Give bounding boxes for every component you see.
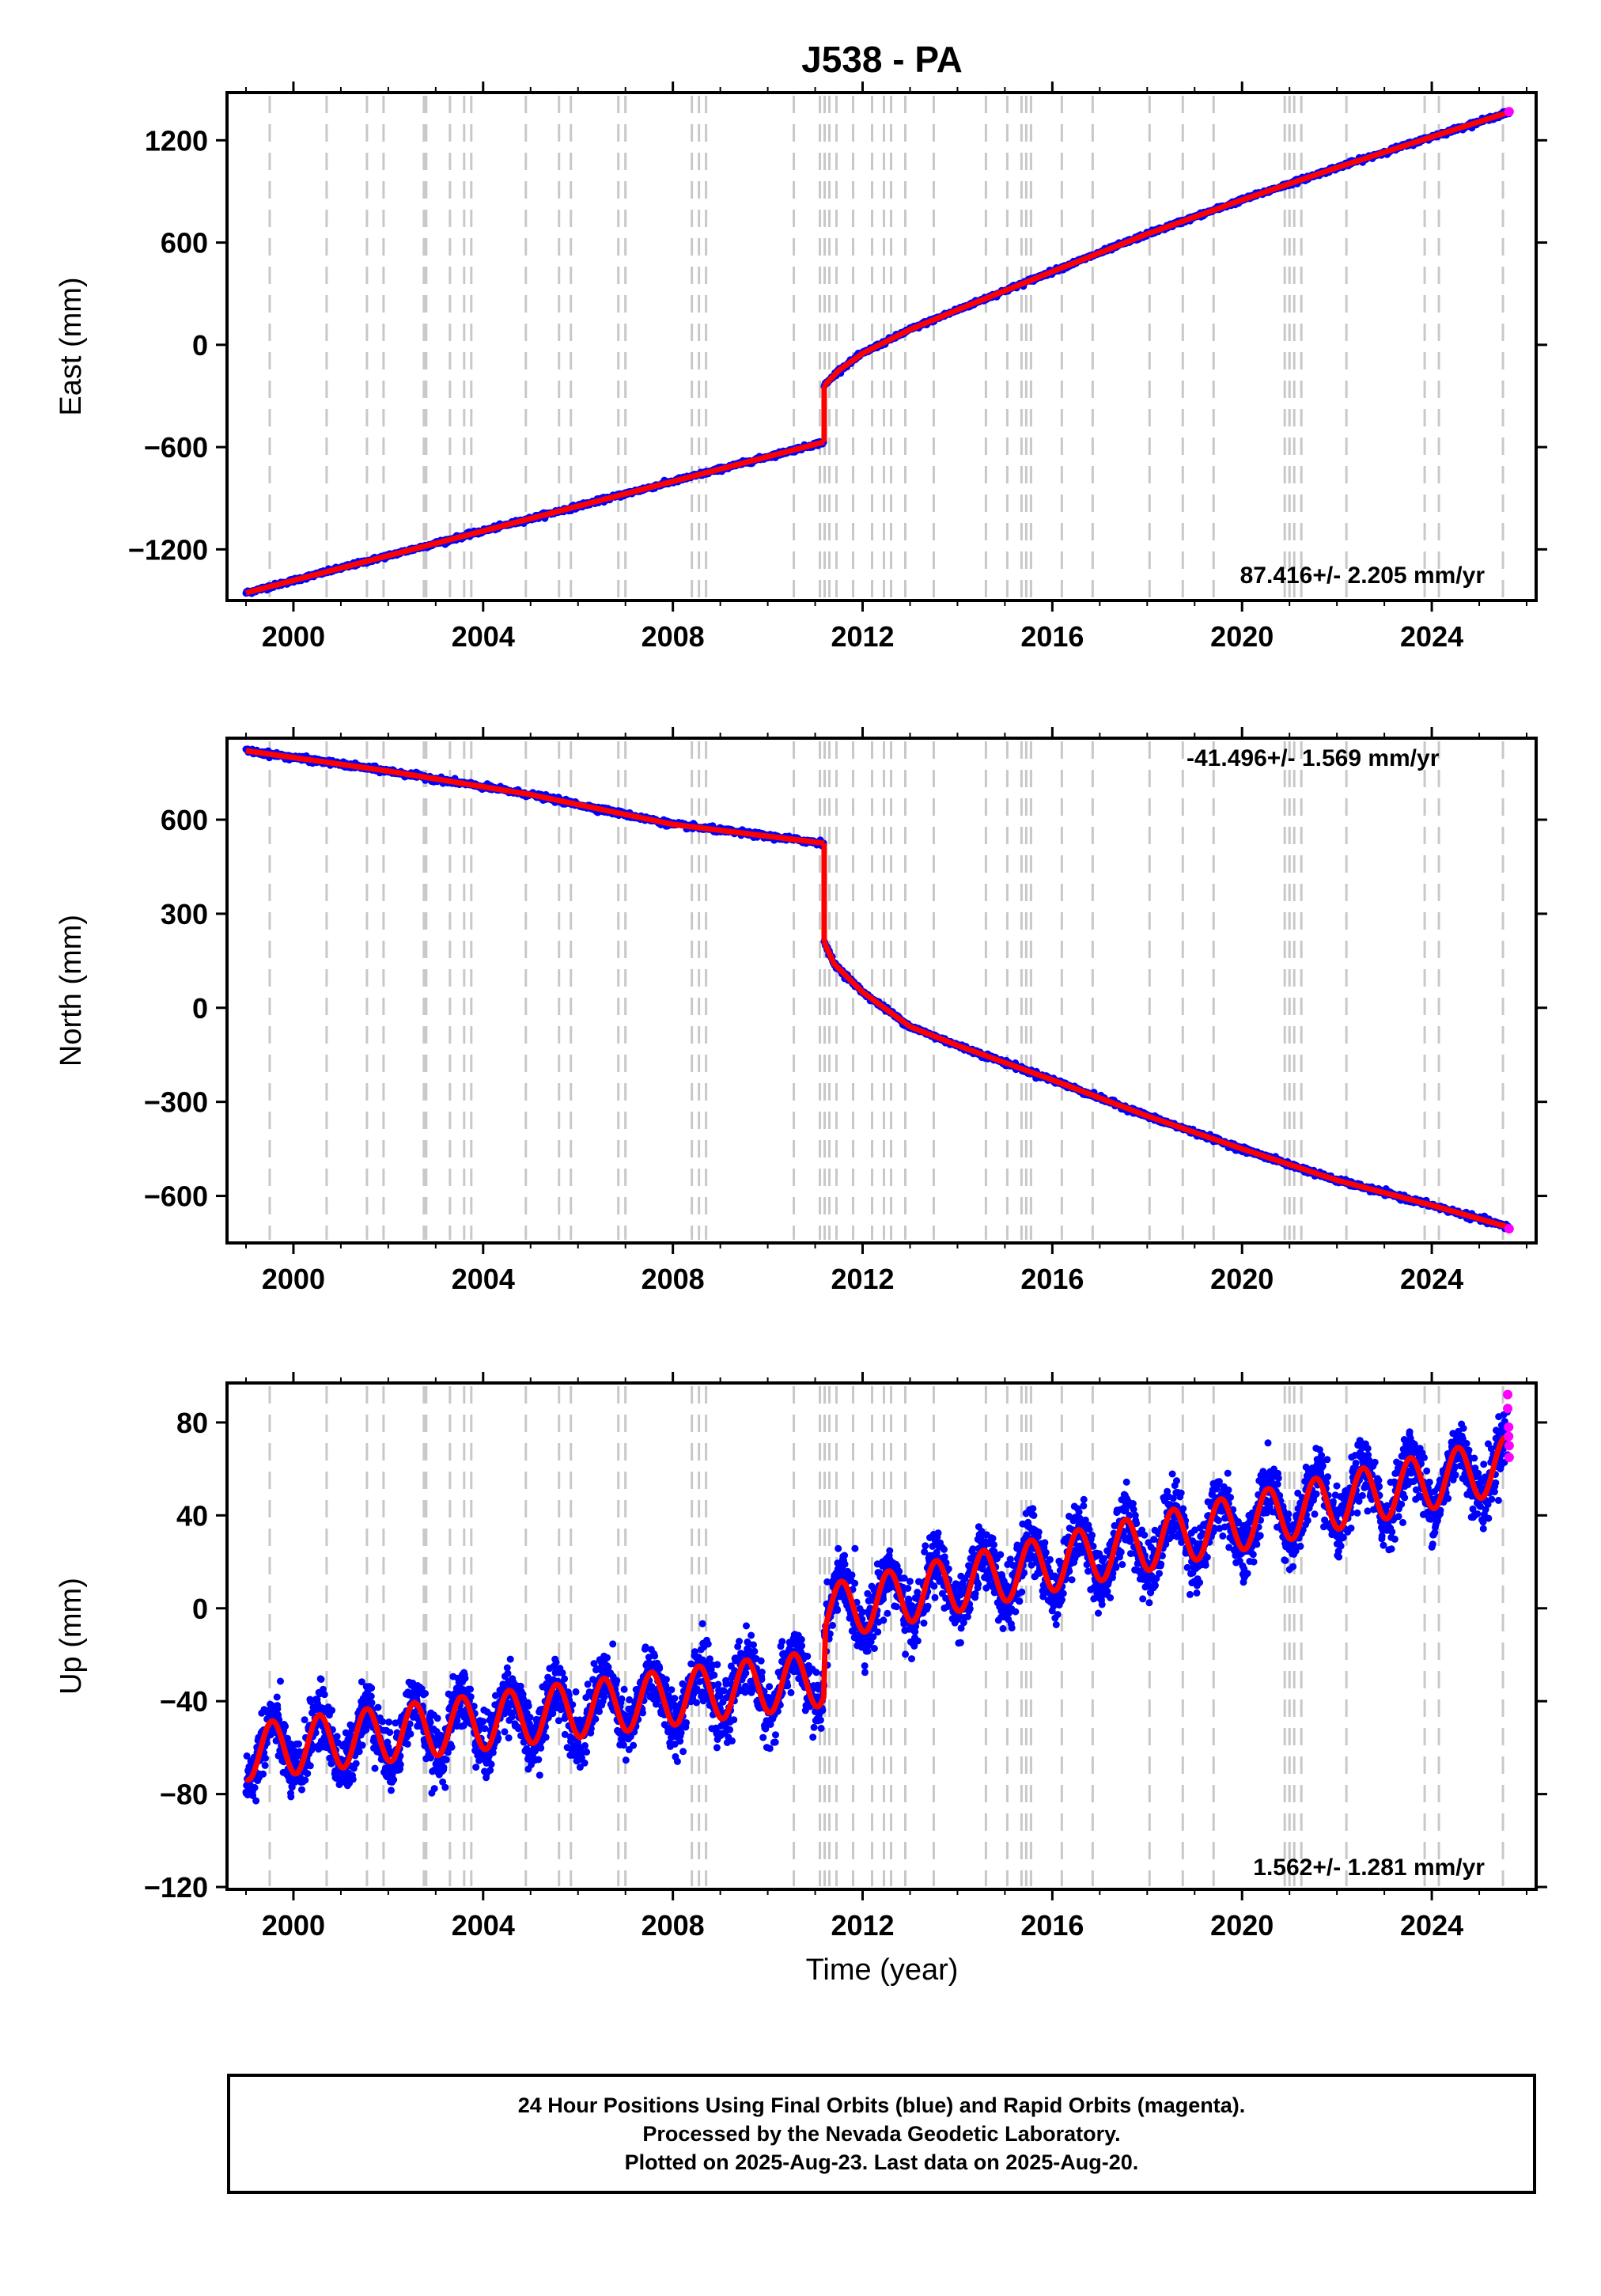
x-tick-label: 2020	[1210, 620, 1274, 653]
final-point	[273, 1693, 281, 1701]
x-tick-label: 2008	[642, 1263, 705, 1295]
final-point	[301, 1776, 309, 1784]
model-line	[821, 941, 1510, 1230]
east-final-points	[242, 108, 1513, 597]
y-tick-label: −300	[144, 1086, 208, 1119]
x-tick-label: 2016	[1020, 1263, 1084, 1295]
y-tick-label: 0	[192, 329, 208, 362]
x-tick-label: 2008	[642, 620, 705, 653]
final-point	[277, 1677, 284, 1685]
north-panel: 2000 2004 2008 2012 2016 2020 2024 −600 −300 0 300…	[55, 727, 1547, 1295]
final-point	[249, 1792, 257, 1799]
final-point	[251, 1783, 259, 1791]
final-point	[301, 1716, 308, 1724]
y-tick-label: −600	[144, 431, 208, 464]
north-rate-label: -41.496+/- 1.569 mm/yr	[1187, 745, 1440, 771]
final-point	[282, 1722, 290, 1730]
x-tick-label: 2012	[831, 1263, 894, 1295]
x-tick-label: 2000	[262, 1263, 325, 1295]
y-tick-label: 600	[161, 804, 208, 836]
x-tick-label: 2004	[452, 620, 515, 653]
north-final-points	[242, 745, 1513, 1233]
east-plot-area	[242, 107, 1514, 597]
y-tick-label: 1200	[145, 124, 208, 157]
x-tick-label: 2004	[452, 1263, 515, 1295]
north-y-axis-label: North (mm)	[55, 915, 88, 1067]
model-line	[822, 109, 1510, 388]
x-tick-label: 2000	[262, 620, 325, 653]
final-point	[261, 1761, 269, 1769]
final-point	[262, 1754, 269, 1762]
x-tick-label: 2016	[1020, 620, 1084, 653]
east-frame	[225, 91, 1538, 602]
east-y-axis-label: East (mm)	[55, 277, 88, 415]
chart-title: J538 - PA	[801, 39, 963, 80]
x-tick-label: 2024	[1400, 1263, 1463, 1295]
final-point	[298, 1786, 305, 1794]
x-tick-label: 2024	[1400, 620, 1463, 653]
y-tick-label: −600	[144, 1180, 208, 1213]
model-line	[245, 439, 825, 596]
final-point	[259, 1770, 267, 1778]
x-tick-label: 2012	[831, 620, 894, 653]
y-tick-label: 600	[161, 227, 208, 260]
east-panel: 2000 2004 2008 2012 2016 2020 2024 −1200 −600 0 60…	[55, 81, 1547, 653]
final-point	[284, 1734, 291, 1742]
y-tick-label: 0	[192, 992, 208, 1025]
final-point	[274, 1705, 282, 1713]
final-point	[243, 1752, 251, 1760]
east-rate-label: 87.416+/- 2.205 mm/yr	[1240, 563, 1486, 589]
final-point	[295, 1740, 302, 1748]
y-tick-label: −1200	[128, 533, 208, 566]
rapid-point	[1504, 107, 1514, 117]
final-point	[287, 1793, 295, 1801]
north-frame	[225, 737, 1538, 1245]
rapid-point	[1504, 1224, 1514, 1234]
up-plot-area	[242, 1389, 1514, 1805]
north-plot-area	[242, 745, 1514, 1234]
model-line	[245, 748, 825, 847]
final-point	[252, 1797, 260, 1805]
up-panel: 2000 2004 2008 2012 2016 2020 2024−120−80−4004…	[55, 1372, 1547, 1942]
x-tick-label: 2020	[1210, 1263, 1274, 1295]
y-tick-label: 300	[161, 898, 208, 930]
